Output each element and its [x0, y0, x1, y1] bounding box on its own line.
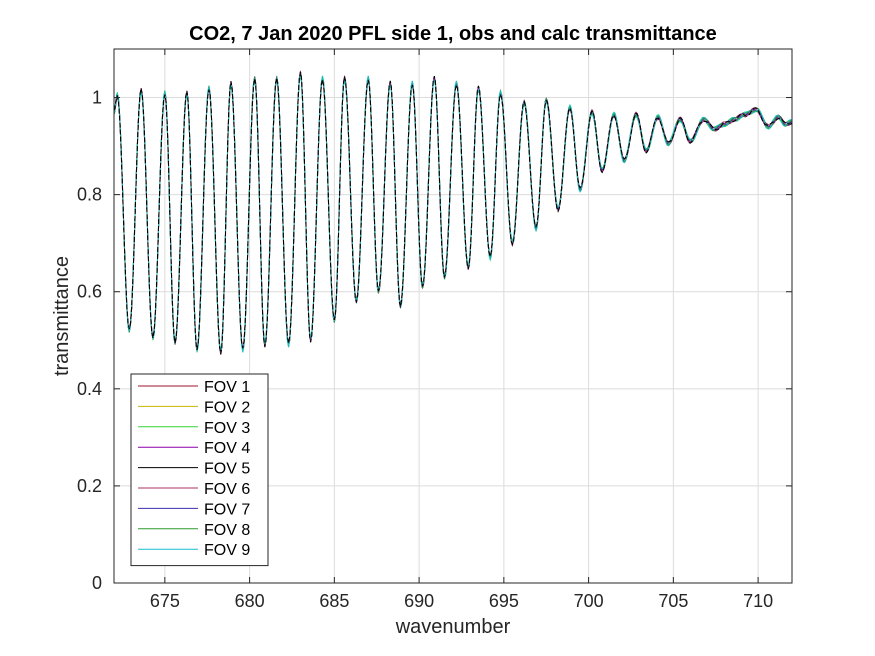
- x-tick-label: 705: [658, 591, 688, 611]
- legend-label: FOV 3: [204, 420, 250, 437]
- x-tick-label: 710: [743, 591, 773, 611]
- x-tick-label: 690: [404, 591, 434, 611]
- y-tick-label: 0.6: [77, 282, 102, 302]
- legend-label: FOV 9: [204, 542, 250, 559]
- legend: FOV 1 FOV 2 FOV 3 FOV 4 FOV 5 FOV 6 FOV 7 FOV 8…: [130, 373, 269, 567]
- chart-title: CO2, 7 Jan 2020 PFL side 1, obs and calc…: [189, 23, 717, 45]
- legend-label: FOV 5: [204, 461, 250, 478]
- y-tick-label: 0.4: [77, 379, 102, 399]
- x-tick-label: 675: [150, 591, 180, 611]
- y-tick-label: 0.2: [77, 476, 102, 496]
- plot-frame: [113, 48, 793, 584]
- x-tick-label: 685: [319, 591, 349, 611]
- grid-lines: [114, 49, 792, 584]
- legend-label: FOV 6: [204, 481, 250, 498]
- legend-label: FOV 7: [204, 501, 250, 518]
- legend-label: FOV 8: [204, 522, 250, 539]
- legend-label: FOV 2: [204, 399, 250, 416]
- legend-label: FOV 1: [204, 379, 250, 396]
- x-tick-label: 680: [235, 591, 265, 611]
- series-line-fov-5: [113, 71, 793, 355]
- y-tick-label: 0.8: [77, 185, 102, 205]
- y-axis-label: transmittance: [51, 256, 73, 376]
- y-tick-label: 0: [92, 573, 102, 593]
- x-axis-label: wavenumber: [395, 616, 511, 638]
- axis-ticks: 675 680 685 690 695 700 705 710 0 0.2 0.4 0.6 0.8 1: [77, 49, 792, 611]
- y-tick-label: 1: [92, 88, 102, 108]
- x-tick-label: 695: [489, 591, 519, 611]
- legend-label: FOV 4: [204, 440, 250, 457]
- x-tick-label: 700: [574, 591, 604, 611]
- series-lines: [113, 70, 793, 355]
